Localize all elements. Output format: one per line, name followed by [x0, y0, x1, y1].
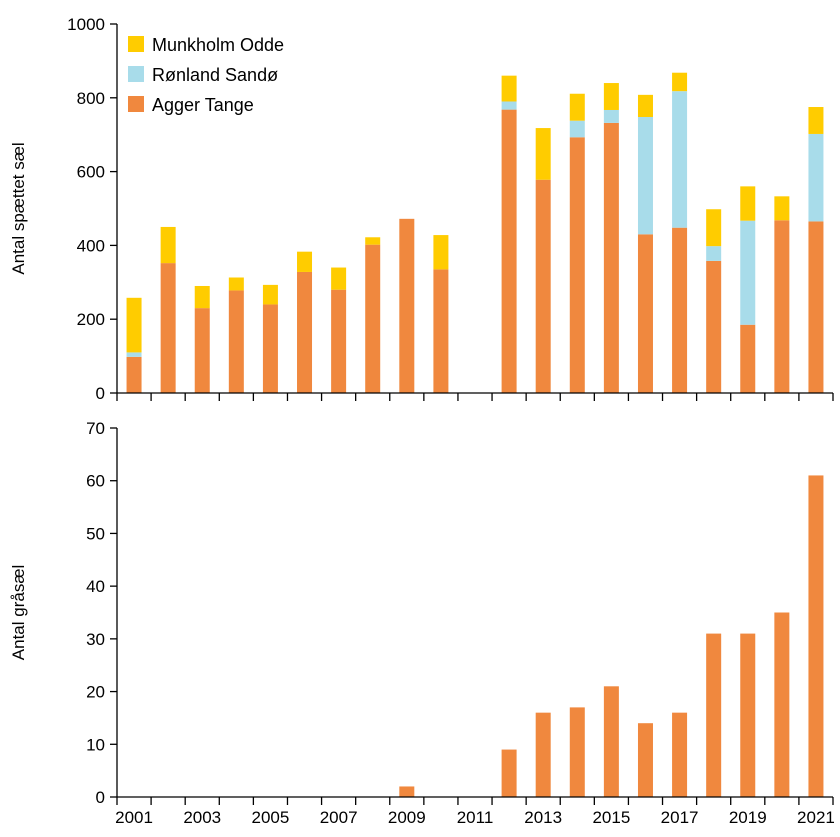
- bar-top-r-nland-sand--2016: [637, 116, 653, 235]
- bar-top-munkholm-odde-2006: [297, 251, 313, 272]
- bar-top-munkholm-odde-2012: [501, 75, 517, 102]
- bar-top-munkholm-odde-2008: [365, 237, 381, 245]
- bar-top-agger-tange-2012: [501, 109, 517, 394]
- bar-top-munkholm-odde-2016: [637, 94, 653, 117]
- legend-swatch-agger-tange: [128, 96, 144, 112]
- y-tick-label-bottom-10: 10: [86, 735, 105, 754]
- bar-top-munkholm-odde-2002: [160, 226, 176, 264]
- bar-top-agger-tange-2020: [774, 220, 790, 393]
- x-tick-label-2005: 2005: [252, 808, 290, 827]
- legend-label-munkholm-odde: Munkholm Odde: [152, 35, 284, 55]
- bar-top-munkholm-odde-2019: [740, 186, 756, 221]
- bar-top-agger-tange-2004: [228, 290, 244, 393]
- bar-top-r-nland-sand--2019: [740, 220, 756, 325]
- y-tick-label-bottom-50: 50: [86, 524, 105, 543]
- bar-top-r-nland-sand--2018: [706, 246, 722, 261]
- bar-top-agger-tange-2016: [637, 234, 653, 393]
- bar-top-agger-tange-2005: [262, 304, 278, 393]
- y-tick-label-top-400: 400: [77, 236, 105, 255]
- y-axis-title-top: Antal spættet sæl: [9, 142, 28, 274]
- bar-top-agger-tange-2019: [740, 324, 756, 393]
- bar-top-munkholm-odde-2020: [774, 196, 790, 221]
- bar-top-agger-tange-2002: [160, 263, 176, 393]
- bar-top-r-nland-sand--2001: [126, 352, 142, 357]
- bar-top-munkholm-odde-2015: [603, 83, 619, 110]
- y-tick-label-bottom-20: 20: [86, 683, 105, 702]
- bar-bottom-series-2021: [808, 475, 824, 797]
- x-tick-label-2017: 2017: [661, 808, 699, 827]
- y-tick-label-bottom-70: 70: [86, 419, 105, 438]
- bar-top-munkholm-odde-2001: [126, 297, 142, 353]
- bar-top-agger-tange-2018: [706, 260, 722, 393]
- bar-bottom-series-2014: [569, 707, 585, 797]
- y-tick-label-bottom-0: 0: [96, 788, 105, 807]
- x-tick-label-2019: 2019: [729, 808, 767, 827]
- bar-top-munkholm-odde-2004: [228, 277, 244, 291]
- bar-top-munkholm-odde-2003: [194, 285, 210, 309]
- bar-top-r-nland-sand--2015: [603, 109, 619, 123]
- y-tick-label-top-0: 0: [96, 384, 105, 403]
- bar-bottom-series-2020: [774, 612, 790, 797]
- bar-top-agger-tange-2006: [297, 271, 313, 393]
- x-tick-label-2003: 2003: [183, 808, 221, 827]
- bottom-panel-graasael: 0 10 20 30 40 50 60 70 2001 2003 2005 2007 2009 2011 2…: [9, 419, 835, 827]
- bar-top-munkholm-odde-2007: [331, 267, 347, 290]
- x-tick-label-2001: 2001: [115, 808, 153, 827]
- y-tick-label-bottom-60: 60: [86, 472, 105, 491]
- bar-top-agger-tange-2001: [126, 356, 142, 393]
- y-tick-label-bottom-30: 30: [86, 630, 105, 649]
- bar-top-munkholm-odde-2013: [535, 128, 551, 180]
- bar-top-agger-tange-2015: [603, 122, 619, 393]
- x-tick-label-2013: 2013: [524, 808, 562, 827]
- legend-swatch-r-nland-sand-: [128, 66, 144, 82]
- x-tick-label-2015: 2015: [592, 808, 630, 827]
- bar-top-agger-tange-2009: [399, 218, 415, 393]
- x-tick-label-2021: 2021: [797, 808, 835, 827]
- bar-top-munkholm-odde-2010: [433, 235, 449, 270]
- bar-top-agger-tange-2008: [365, 244, 381, 393]
- bar-top-r-nland-sand--2021: [808, 133, 824, 222]
- bar-bottom-series-2016: [637, 723, 653, 797]
- bar-top-agger-tange-2013: [535, 179, 551, 393]
- bar-bottom-series-2017: [672, 712, 688, 797]
- bar-top-r-nland-sand--2014: [569, 120, 585, 138]
- bar-top-munkholm-odde-2005: [262, 284, 278, 305]
- bar-top-munkholm-odde-2018: [706, 209, 722, 247]
- bar-top-r-nland-sand--2012: [501, 101, 517, 110]
- y-tick-label-top-600: 600: [77, 163, 105, 182]
- bar-bottom-series-2018: [706, 633, 722, 797]
- legend-label-r-nland-sand-: Rønland Sandø: [152, 65, 278, 85]
- legend-label-agger-tange: Agger Tange: [152, 95, 254, 115]
- legend-swatch-munkholm-odde: [128, 36, 144, 52]
- y-axis-title-bottom: Antal gråsæl: [9, 565, 28, 660]
- bar-bottom-series-2015: [603, 686, 619, 797]
- bar-top-agger-tange-2007: [331, 289, 347, 393]
- bar-bottom-series-2012: [501, 749, 517, 797]
- bar-top-r-nland-sand--2017: [672, 91, 688, 228]
- bar-top-munkholm-odde-2017: [672, 72, 688, 92]
- bar-top-munkholm-odde-2014: [569, 93, 585, 121]
- bar-top-agger-tange-2010: [433, 269, 449, 393]
- y-tick-label-top-800: 800: [77, 89, 105, 108]
- bar-top-munkholm-odde-2021: [808, 107, 824, 134]
- bar-top-agger-tange-2014: [569, 137, 585, 393]
- bar-top-agger-tange-2021: [808, 221, 824, 393]
- y-tick-label-top-200: 200: [77, 310, 105, 329]
- y-tick-label-top-1000: 1000: [67, 15, 105, 34]
- bar-bottom-series-2019: [740, 633, 756, 797]
- bar-top-agger-tange-2003: [194, 308, 210, 393]
- bar-bottom-series-2013: [535, 712, 551, 797]
- x-tick-label-2009: 2009: [388, 808, 426, 827]
- y-tick-label-bottom-40: 40: [86, 577, 105, 596]
- bar-bottom-series-2009: [399, 786, 415, 797]
- x-tick-label-2011: 2011: [457, 808, 494, 827]
- bar-top-agger-tange-2017: [672, 227, 688, 393]
- top-panel-spaettet-sael: 0 200 400 600 800 1000 Antal spættet sæl Munkho…: [9, 15, 834, 403]
- x-tick-label-2007: 2007: [320, 808, 358, 827]
